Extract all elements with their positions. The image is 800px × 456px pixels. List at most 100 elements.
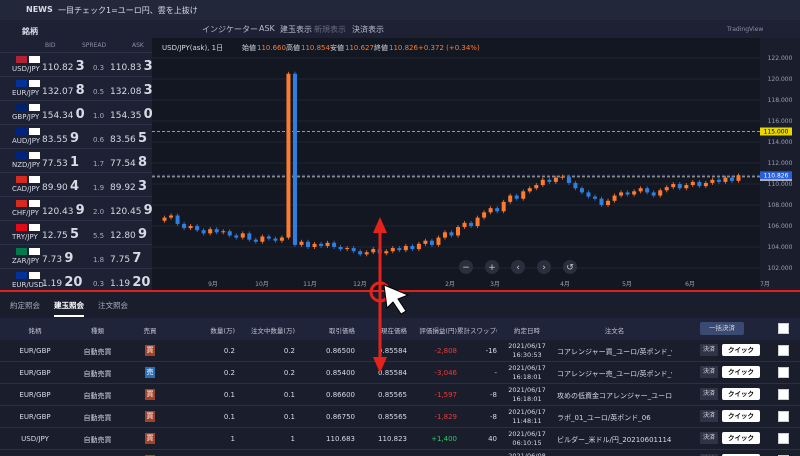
checkbox[interactable] bbox=[778, 345, 789, 356]
candle bbox=[690, 181, 695, 186]
y-tick-label: 110.000 bbox=[768, 181, 793, 188]
candle bbox=[703, 182, 708, 187]
x-tick-label: 10月 bbox=[255, 281, 269, 288]
candle bbox=[273, 238, 278, 241]
y-tick-label: 122.000 bbox=[768, 55, 793, 62]
rate-row[interactable]: NZD/JPY 77.53 1 1.7 77.54 8 bbox=[0, 148, 152, 172]
bid: 1.19 bbox=[42, 279, 63, 289]
rate-row[interactable]: GBP/JPY 154.34 0 1.0 154.35 0 bbox=[0, 100, 152, 124]
toolbar-item[interactable]: 建玉表示 bbox=[280, 25, 312, 34]
checkbox[interactable] bbox=[778, 411, 789, 422]
ask-pip: 20 bbox=[132, 275, 151, 290]
top-bar: NEWS 一目チェック1=ユーロ円、雲を上抜け bbox=[0, 0, 800, 20]
toolbar-item[interactable]: ASK bbox=[259, 24, 275, 33]
x-tick-label: 5月 bbox=[622, 281, 632, 288]
ask: 154.35 bbox=[110, 111, 142, 121]
date: 2021/06/17 bbox=[508, 364, 546, 372]
settle-button[interactable]: 決済 bbox=[700, 454, 718, 456]
tab[interactable]: 約定照会 bbox=[10, 301, 40, 310]
flag bbox=[29, 176, 40, 183]
zoom-button[interactable] bbox=[511, 260, 525, 274]
checkbox[interactable] bbox=[778, 367, 789, 378]
rate-row[interactable]: ZAR/JPY 7.73 9 1.8 7.75 7 bbox=[0, 244, 152, 268]
quick-button[interactable]: クイック bbox=[722, 366, 760, 378]
cell: -8 bbox=[490, 391, 497, 399]
tab[interactable]: 建玉照会 bbox=[54, 300, 84, 317]
tab[interactable]: 注文照会 bbox=[98, 301, 128, 310]
cell: 0.85584 bbox=[378, 347, 407, 355]
candle bbox=[410, 245, 415, 250]
bulk-button[interactable]: 一括決済 bbox=[700, 322, 744, 335]
cell: 自動売買 bbox=[83, 392, 112, 400]
rate-row[interactable]: CHF/JPY 120.43 9 2.0 120.45 9 bbox=[0, 196, 152, 220]
rate-row[interactable]: TRY/JPY 12.75 5 5.5 12.80 9 bbox=[0, 220, 152, 244]
cell: 0.2 bbox=[223, 347, 235, 355]
settle-button[interactable]: 決済 bbox=[700, 344, 718, 356]
rate-row[interactable]: CAD/JPY 89.90 4 1.9 89.92 3 bbox=[0, 172, 152, 196]
order-name: ビルダー_米ドル/円_20210601114727_Multi_0 bbox=[557, 436, 672, 444]
candle bbox=[338, 247, 343, 250]
time: 16:30:53 bbox=[512, 351, 542, 359]
cell: EUR/GBP bbox=[19, 391, 51, 399]
zoom-button[interactable] bbox=[537, 260, 551, 274]
quick-button[interactable]: クイック bbox=[722, 454, 760, 456]
checkbox[interactable] bbox=[778, 323, 789, 334]
rate-row[interactable]: EUR/JPY 132.07 8 0.5 132.08 3 bbox=[0, 76, 152, 100]
bid-pip: 20 bbox=[64, 275, 83, 290]
cell: -1,829 bbox=[434, 413, 457, 421]
zoom-button[interactable] bbox=[563, 260, 577, 274]
quick-button[interactable]: クイック bbox=[722, 432, 760, 444]
news-ticker[interactable]: 一目チェック1=ユーロ円、雲を上抜け bbox=[58, 6, 198, 15]
candle bbox=[625, 192, 630, 195]
ask: 132.08 bbox=[110, 87, 142, 97]
zoom-button[interactable] bbox=[485, 260, 499, 274]
cell: 0.1 bbox=[223, 413, 235, 421]
flag bbox=[16, 56, 27, 63]
price-chart: 102.000 104.000 106.000 108.000 110.000 112.0… bbox=[152, 38, 800, 290]
bid-pip: 9 bbox=[70, 131, 80, 146]
quick-button[interactable]: クイック bbox=[722, 388, 760, 400]
cell: 110.683 bbox=[326, 435, 355, 443]
quick-button[interactable]: クイック bbox=[722, 344, 760, 356]
checkbox[interactable] bbox=[778, 433, 789, 444]
toolbar-item[interactable]: 新規表示 bbox=[314, 25, 346, 34]
candle bbox=[619, 192, 624, 196]
candle bbox=[169, 215, 174, 218]
settle-button[interactable]: 決済 bbox=[700, 410, 718, 422]
ask: 83.56 bbox=[110, 135, 136, 145]
rate-row[interactable]: AUD/JPY 83.55 9 0.6 83.56 5 bbox=[0, 124, 152, 148]
cell: 自動売買 bbox=[83, 414, 112, 422]
settle-button[interactable]: 決済 bbox=[700, 388, 718, 400]
candle bbox=[306, 241, 311, 247]
candle bbox=[279, 237, 284, 241]
quick-button[interactable]: クイック bbox=[722, 410, 760, 422]
cursor bbox=[383, 284, 410, 315]
cell: 0.1 bbox=[283, 413, 295, 421]
side-badge: 買 bbox=[145, 433, 155, 444]
ask: 110.83 bbox=[110, 63, 142, 73]
rate-row[interactable]: EUR/USD 1.19 20 0.3 1.19 20 bbox=[0, 268, 152, 290]
checkbox[interactable] bbox=[778, 389, 789, 400]
toolbar-item[interactable]: インジケーター bbox=[202, 25, 258, 34]
settle-button[interactable]: 決済 bbox=[700, 366, 718, 378]
candle bbox=[671, 184, 676, 188]
candle bbox=[384, 251, 389, 254]
price-tag bbox=[760, 171, 792, 180]
cell: 0.1 bbox=[283, 391, 295, 399]
ohlc-value: 110.627 bbox=[345, 44, 374, 52]
change: +0.372 (+0.34%) bbox=[418, 44, 480, 52]
bid: 132.07 bbox=[42, 87, 74, 97]
candle bbox=[573, 182, 578, 189]
row-line bbox=[0, 427, 800, 428]
ohlc-label: 始値 bbox=[242, 43, 256, 52]
candle bbox=[429, 240, 434, 245]
zoom-button[interactable] bbox=[459, 260, 473, 274]
settle-button[interactable]: 決済 bbox=[700, 432, 718, 444]
side-badge: 買 bbox=[145, 411, 155, 422]
flag bbox=[16, 152, 27, 159]
toolbar-item[interactable]: 決済表示 bbox=[352, 25, 384, 34]
rate-row[interactable]: USD/JPY 110.82 3 0.3 110.83 3 bbox=[0, 52, 152, 76]
candle bbox=[397, 248, 402, 251]
bid: 110.82 bbox=[42, 63, 74, 73]
